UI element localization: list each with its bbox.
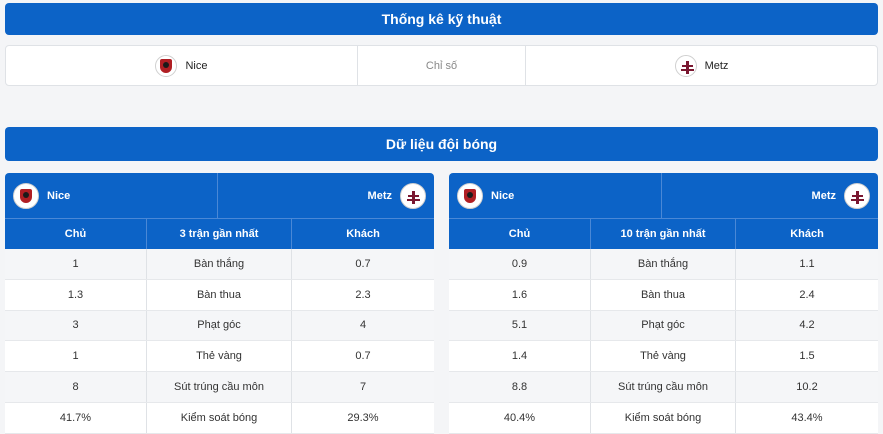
panel-home-name: Nice bbox=[491, 189, 515, 202]
team-data-header: Dữ liệu đội bóng bbox=[5, 127, 878, 161]
cell-home: 40.4% bbox=[449, 402, 591, 433]
panel-home-team[interactable]: Nice bbox=[5, 173, 218, 218]
cell-away: 0.7 bbox=[355, 350, 371, 363]
last-3-matches-panel: Nice Metz Chủ 3 trận gần nhất Khách 1 Bàn… bbox=[5, 173, 434, 434]
cell-away: 7 bbox=[359, 381, 367, 394]
cell-label: Thẻ vàng bbox=[147, 341, 292, 372]
cell-home: 1 bbox=[5, 341, 147, 372]
panel-team-header: Nice Metz bbox=[5, 173, 434, 218]
cell-home: 1 bbox=[5, 249, 147, 279]
table-row: 3 Phạt góc 4 bbox=[5, 310, 434, 342]
compare-away-team[interactable]: Metz bbox=[526, 46, 877, 85]
team-data-title: Dữ liệu đội bóng bbox=[385, 136, 498, 152]
panel-team-header: Nice Metz bbox=[449, 173, 878, 218]
panel-away-name: Metz bbox=[367, 189, 392, 202]
cell-label: Bàn thắng bbox=[591, 249, 736, 279]
cell-label: Thẻ vàng bbox=[591, 341, 736, 372]
table-row: 0.9 Bàn thắng 1.1 bbox=[449, 249, 878, 280]
table-column-headers: Chủ 10 trận gần nhất Khách bbox=[449, 218, 878, 249]
table-column-headers: Chủ 3 trận gần nhất Khách bbox=[5, 218, 434, 249]
table-body: 1 Bàn thắng 0.7 1.3 Bàn thua 2.3 3 Phạt góc 4 … bbox=[5, 249, 434, 434]
col-home: Chủ bbox=[5, 219, 147, 249]
panel-away-name: Metz bbox=[811, 189, 836, 202]
cell-home: 1.4 bbox=[449, 341, 591, 372]
metz-crest-icon bbox=[400, 182, 426, 209]
cell-label: Bàn thắng bbox=[147, 249, 292, 279]
table-row: 5.1 Phạt góc 4.2 bbox=[449, 310, 878, 342]
cell-home: 8 bbox=[5, 372, 147, 402]
compare-home-name: Nice bbox=[185, 59, 208, 72]
table-row: 1.4 Thẻ vàng 1.5 bbox=[449, 341, 878, 373]
cell-label: Bàn thua bbox=[591, 279, 736, 310]
table-body: 0.9 Bàn thắng 1.1 1.6 Bàn thua 2.4 5.1 Phạt g… bbox=[449, 249, 878, 434]
stat-label-text: Chỉ số bbox=[425, 59, 458, 72]
cell-away: 4 bbox=[359, 319, 367, 332]
table-row: 40.4% Kiểm soát bóng 43.4% bbox=[449, 402, 878, 434]
panel-home-team[interactable]: Nice bbox=[449, 173, 662, 218]
last-10-matches-panel: Nice Metz Chủ 10 trận gần nhất Khách 0.9… bbox=[449, 173, 878, 434]
cell-label: Phạt góc bbox=[147, 310, 292, 341]
panel-home-name: Nice bbox=[47, 189, 71, 202]
cell-away: 4.2 bbox=[799, 319, 815, 332]
cell-home: 5.1 bbox=[449, 310, 591, 341]
col-label: 10 trận gần nhất bbox=[591, 219, 736, 249]
cell-away: 43.4% bbox=[791, 411, 823, 424]
cell-label: Sút trúng cầu môn bbox=[591, 372, 736, 402]
cell-label: Bàn thua bbox=[147, 279, 292, 310]
cell-label: Sút trúng cầu môn bbox=[147, 372, 292, 402]
panel-away-team[interactable]: Metz bbox=[662, 173, 878, 218]
metz-crest-icon bbox=[844, 182, 870, 209]
cell-home: 3 bbox=[5, 310, 147, 341]
col-home: Chủ bbox=[449, 219, 591, 249]
table-row: 1.3 Bàn thua 2.3 bbox=[5, 279, 434, 311]
nice-crest-icon bbox=[155, 54, 178, 77]
cell-away: 2.3 bbox=[355, 288, 371, 301]
cell-home: 1.3 bbox=[5, 279, 147, 310]
cell-home: 1.6 bbox=[449, 279, 591, 310]
cell-label: Kiểm soát bóng bbox=[591, 402, 736, 433]
cell-home: 0.9 bbox=[449, 249, 591, 279]
cell-away: 10.2 bbox=[796, 381, 818, 394]
table-row: 8 Sút trúng cầu môn 7 bbox=[5, 372, 434, 403]
table-row: 41.7% Kiểm soát bóng 29.3% bbox=[5, 402, 434, 434]
cell-away: 1.1 bbox=[799, 257, 815, 270]
table-row: 8.8 Sút trúng cầu môn 10.2 bbox=[449, 372, 878, 403]
cell-label: Kiểm soát bóng bbox=[147, 402, 292, 433]
cell-away: 0.7 bbox=[355, 257, 371, 270]
cell-home: 41.7% bbox=[5, 402, 147, 433]
compare-home-team[interactable]: Nice bbox=[6, 46, 358, 85]
nice-crest-icon bbox=[457, 182, 483, 209]
nice-crest-icon bbox=[13, 182, 39, 209]
panel-away-team[interactable]: Metz bbox=[218, 173, 434, 218]
table-row: 1 Thẻ vàng 0.7 bbox=[5, 341, 434, 373]
col-away: Khách bbox=[346, 228, 380, 240]
technical-stats-title: Thống kê kỹ thuật bbox=[381, 11, 502, 27]
cell-away: 29.3% bbox=[347, 411, 379, 424]
team-compare-bar: Nice Chỉ số Metz bbox=[5, 45, 878, 86]
table-row: 1.6 Bàn thua 2.4 bbox=[449, 279, 878, 311]
cell-home: 8.8 bbox=[449, 372, 591, 402]
col-label: 3 trận gần nhất bbox=[147, 219, 292, 249]
compare-stat-label: Chỉ số bbox=[358, 46, 526, 85]
compare-away-name: Metz bbox=[704, 59, 729, 72]
cell-label: Phạt góc bbox=[591, 310, 736, 341]
metz-crest-icon bbox=[674, 54, 697, 77]
table-row: 1 Bàn thắng 0.7 bbox=[5, 249, 434, 280]
col-away: Khách bbox=[790, 228, 824, 240]
technical-stats-header: Thống kê kỹ thuật bbox=[5, 3, 878, 35]
cell-away: 2.4 bbox=[799, 288, 815, 301]
cell-away: 1.5 bbox=[799, 350, 815, 363]
